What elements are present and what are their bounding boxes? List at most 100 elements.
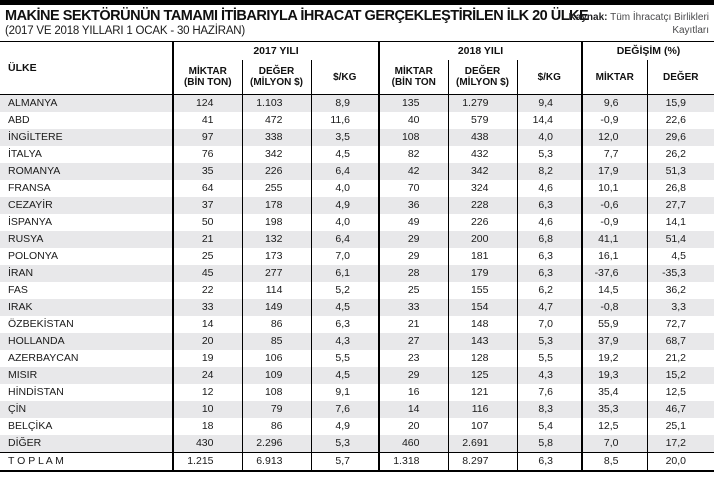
value-cell: 29,6 — [646, 129, 714, 146]
table-row: İRAN 45 277 6,1 28 179 6,3 -37,6 -35,3 — [0, 265, 714, 282]
value-cell: 8,2 — [516, 163, 582, 180]
country-cell: HOLLANDA — [0, 333, 173, 350]
value-cell: 198 — [241, 214, 311, 231]
value-cell: 46,7 — [646, 401, 714, 418]
value-cell: 85 — [241, 333, 311, 350]
value-cell: 5,3 — [310, 435, 379, 453]
header-change-qty: MİKTAR — [581, 60, 647, 95]
value-cell: 143 — [447, 333, 517, 350]
value-cell: 50 — [172, 214, 242, 231]
value-cell: 15,2 — [646, 367, 714, 384]
value-cell: 3,5 — [310, 129, 379, 146]
value-cell: 45 — [172, 265, 242, 282]
value-cell: 64 — [172, 180, 242, 197]
value-cell: 16,1 — [581, 248, 647, 265]
value-cell: 7,0 — [310, 248, 379, 265]
value-cell: 4,6 — [516, 180, 582, 197]
value-cell: 23 — [378, 350, 448, 367]
value-cell: 14 — [378, 401, 448, 418]
value-cell: 226 — [241, 163, 311, 180]
table-row: ÇİN 10 79 7,6 14 116 8,3 35,3 46,7 — [0, 401, 714, 418]
value-cell: 173 — [241, 248, 311, 265]
value-cell: 4,3 — [310, 333, 379, 350]
value-cell: 35,3 — [581, 401, 647, 418]
value-cell: 4,5 — [310, 367, 379, 384]
value-cell: 27,7 — [646, 197, 714, 214]
header-country: ÜLKE — [0, 41, 173, 95]
value-cell: 4,0 — [310, 214, 379, 231]
value-cell: 10 — [172, 401, 242, 418]
header-line: DEĞER — [464, 66, 501, 77]
value-cell: -0,9 — [581, 214, 647, 231]
value-cell: 7,6 — [310, 401, 379, 418]
value-cell: 97 — [172, 129, 242, 146]
table-row: ABD 41 472 11,6 40 579 14,4 -0,9 22,6 — [0, 112, 714, 129]
value-cell: 277 — [241, 265, 311, 282]
value-cell: 6,2 — [516, 282, 582, 299]
table-row: MISIR 24 109 4,5 29 125 4,3 19,3 15,2 — [0, 367, 714, 384]
table-row: POLONYA 25 173 7,0 29 181 6,3 16,1 4,5 — [0, 248, 714, 265]
value-cell: 108 — [378, 129, 448, 146]
value-cell: 22 — [172, 282, 242, 299]
value-cell: 14 — [172, 316, 242, 333]
value-cell: 10,1 — [581, 180, 647, 197]
table-row: IRAK 33 149 4,5 33 154 4,7 -0,8 3,3 — [0, 299, 714, 316]
value-cell: 14,5 — [581, 282, 647, 299]
value-cell: 5,3 — [516, 333, 582, 350]
value-cell: 86 — [241, 418, 311, 435]
export-table: ÜLKE 2017 YILI 2018 YILI DEĞİŞİM (%) MİK… — [0, 41, 714, 472]
country-cell: İRAN — [0, 265, 173, 282]
value-cell: 6,1 — [310, 265, 379, 282]
value-cell: 11,6 — [310, 112, 379, 129]
header-line: MİKTAR — [394, 66, 433, 77]
header-line: $/KG — [333, 71, 357, 83]
header-line: (BİN TON) — [183, 77, 232, 88]
country-cell: AZERBAYCAN — [8, 352, 79, 364]
country-cell: FAS — [8, 284, 28, 296]
value-cell: 6,3 — [516, 452, 582, 471]
country-cell: CEZAYİR — [0, 197, 173, 214]
value-cell: 6,3 — [516, 197, 582, 214]
value-cell: 22,6 — [646, 112, 714, 129]
value-cell: 472 — [241, 112, 311, 129]
value-cell: 8.297 — [447, 452, 517, 471]
value-cell: 342 — [241, 146, 311, 163]
source-label: Kaynak: — [568, 12, 608, 23]
value-cell: 36,2 — [646, 282, 714, 299]
country-cell: ÖZBEKİSTAN — [8, 318, 74, 330]
value-cell: 5,4 — [516, 418, 582, 435]
country-cell: İSPANYA — [8, 216, 52, 228]
value-cell: 8,5 — [581, 452, 647, 471]
value-cell: 5,7 — [310, 452, 379, 471]
value-cell: 25 — [378, 282, 448, 299]
table-row: DİĞER 430 2.296 5,3 460 2.691 5,8 7,0 17,2 — [0, 435, 714, 453]
group-header-row: ÜLKE 2017 YILI 2018 YILI DEĞİŞİM (%) — [0, 41, 714, 95]
value-cell: 15,9 — [646, 94, 714, 112]
value-cell: 4,3 — [516, 367, 582, 384]
value-cell: 21 — [378, 316, 448, 333]
value-cell: 125 — [447, 367, 517, 384]
value-cell: 181 — [447, 248, 517, 265]
value-cell: 21,2 — [646, 350, 714, 367]
value-cell: 1.279 — [447, 94, 517, 112]
value-cell: 121 — [447, 384, 517, 401]
value-cell: 26,8 — [646, 180, 714, 197]
value-cell: 149 — [241, 299, 311, 316]
value-cell: 42 — [378, 163, 448, 180]
table-row: FRANSA 64 255 4,0 70 324 4,6 10,1 26,8 — [0, 180, 714, 197]
value-cell: 37 — [172, 197, 242, 214]
header-line: MİKTAR — [188, 66, 227, 77]
value-cell: 18 — [172, 418, 242, 435]
value-cell: 200 — [447, 231, 517, 248]
table-row: FAS 22 114 5,2 25 155 6,2 14,5 36,2 — [0, 282, 714, 299]
value-cell: 132 — [241, 231, 311, 248]
value-cell: 338 — [241, 129, 311, 146]
value-cell: 255 — [241, 180, 311, 197]
value-cell: 51,3 — [646, 163, 714, 180]
header-2018-value: DEĞER (MİLYON $) — [447, 60, 517, 95]
country-cell: FRANSA — [8, 182, 51, 194]
source-text: Tüm İhracatçı Birlikleri Kayıtları — [610, 12, 709, 36]
table-row: İTALYA 76 342 4,5 82 432 5,3 7,7 26,2 — [0, 146, 714, 163]
header-group-2018: 2018 YILI — [378, 41, 582, 60]
country-cell: ÇİN — [0, 401, 173, 418]
